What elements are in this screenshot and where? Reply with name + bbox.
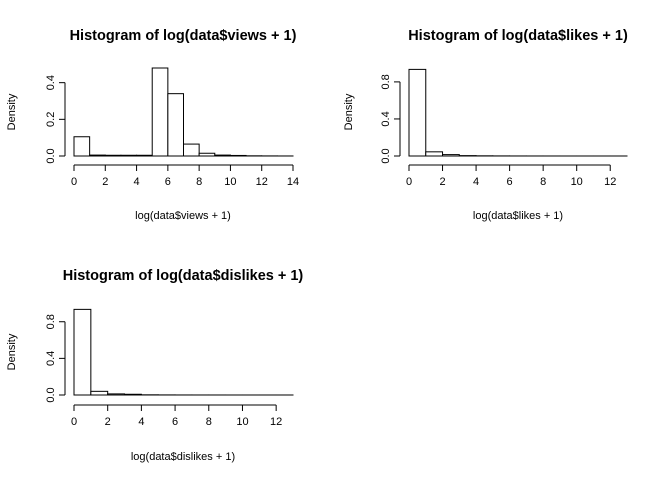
histogram-bar — [442, 154, 460, 157]
y-axis-label: Density — [343, 93, 355, 130]
x-tick-label: 4 — [134, 176, 140, 188]
histogram-bar — [104, 154, 122, 157]
histogram-bar — [229, 154, 247, 157]
histogram-bar — [90, 390, 109, 396]
x-tick-label: 0 — [71, 176, 77, 188]
x-tick-label: 6 — [172, 416, 178, 428]
x-tick-label: 10 — [224, 176, 236, 188]
panel-likes: Histogram of log(data$likes + 1) log(dat… — [343, 28, 628, 222]
y-tick-label: 0.0 — [45, 387, 57, 402]
histogram-bar — [425, 151, 444, 157]
histogram-bar — [136, 154, 153, 157]
histogram-bar — [198, 152, 216, 157]
panel-views: Histogram of log(data$views + 1) log(dat… — [6, 28, 299, 222]
y-tick-label: 0.0 — [45, 148, 57, 163]
y-axis-label: Density — [6, 93, 18, 130]
x-tick-label: 10 — [236, 416, 248, 428]
y-tick-label: 0.8 — [380, 74, 392, 89]
y-axis: 0.0 0.4 0.8 — [45, 314, 66, 403]
x-tick-label: 8 — [196, 176, 202, 188]
x-tick-label: 14 — [287, 176, 299, 188]
y-tick-label: 0.2 — [45, 112, 57, 127]
histogram-bar — [120, 154, 138, 157]
histogram-bar — [214, 154, 231, 157]
histogram-bar — [408, 68, 427, 157]
x-axis: 0 2 4 6 8 10 12 — [406, 164, 616, 188]
x-tick-label: 4 — [138, 416, 144, 428]
x-tick-label: 10 — [571, 176, 583, 188]
y-tick-label: 0.4 — [45, 351, 57, 366]
bars-group — [73, 308, 294, 396]
chart-title: Histogram of log(data$dislikes + 1) — [63, 268, 304, 284]
y-tick-label: 0.0 — [380, 148, 392, 163]
bars-group — [408, 68, 628, 157]
x-axis-label: log(data$dislikes + 1) — [131, 451, 235, 463]
x-axis: 0 2 4 6 8 10 12 14 — [71, 164, 299, 188]
x-axis: 0 2 4 6 8 10 12 — [71, 404, 282, 428]
x-tick-label: 6 — [165, 176, 171, 188]
x-tick-label: 12 — [256, 176, 268, 188]
histogram-bar — [151, 67, 169, 157]
histogram-bar — [73, 308, 92, 396]
x-tick-label: 8 — [206, 416, 212, 428]
y-axis-label: Density — [6, 333, 18, 370]
x-tick-label: 12 — [604, 176, 616, 188]
bars-group — [73, 67, 294, 157]
x-tick-label: 6 — [507, 176, 513, 188]
x-tick-label: 0 — [71, 416, 77, 428]
x-axis-label: log(data$likes + 1) — [473, 210, 563, 222]
histogram-bar — [167, 93, 185, 157]
x-tick-label: 2 — [102, 176, 108, 188]
y-tick-label: 0.4 — [45, 75, 57, 90]
panel-dislikes: Histogram of log(data$dislikes + 1) log(… — [6, 268, 303, 463]
histogram-bar — [73, 136, 91, 157]
y-tick-label: 0.4 — [380, 111, 392, 126]
x-tick-label: 12 — [270, 416, 282, 428]
x-tick-label: 2 — [439, 176, 445, 188]
x-tick-label: 4 — [473, 176, 479, 188]
y-axis: 0.0 0.4 0.8 — [380, 74, 401, 164]
chart-title: Histogram of log(data$likes + 1) — [408, 28, 628, 44]
y-axis: 0.0 0.2 0.4 — [45, 75, 66, 164]
histogram-bar — [107, 393, 126, 396]
x-tick-label: 2 — [105, 416, 111, 428]
histogram-bar — [89, 154, 106, 157]
x-axis-label: log(data$views + 1) — [135, 210, 231, 222]
x-tick-label: 8 — [540, 176, 546, 188]
chart-title: Histogram of log(data$views + 1) — [70, 28, 297, 44]
x-tick-label: 0 — [406, 176, 412, 188]
histogram-bar — [183, 143, 200, 157]
y-tick-label: 0.8 — [45, 314, 57, 329]
histogram-bar — [124, 393, 142, 396]
